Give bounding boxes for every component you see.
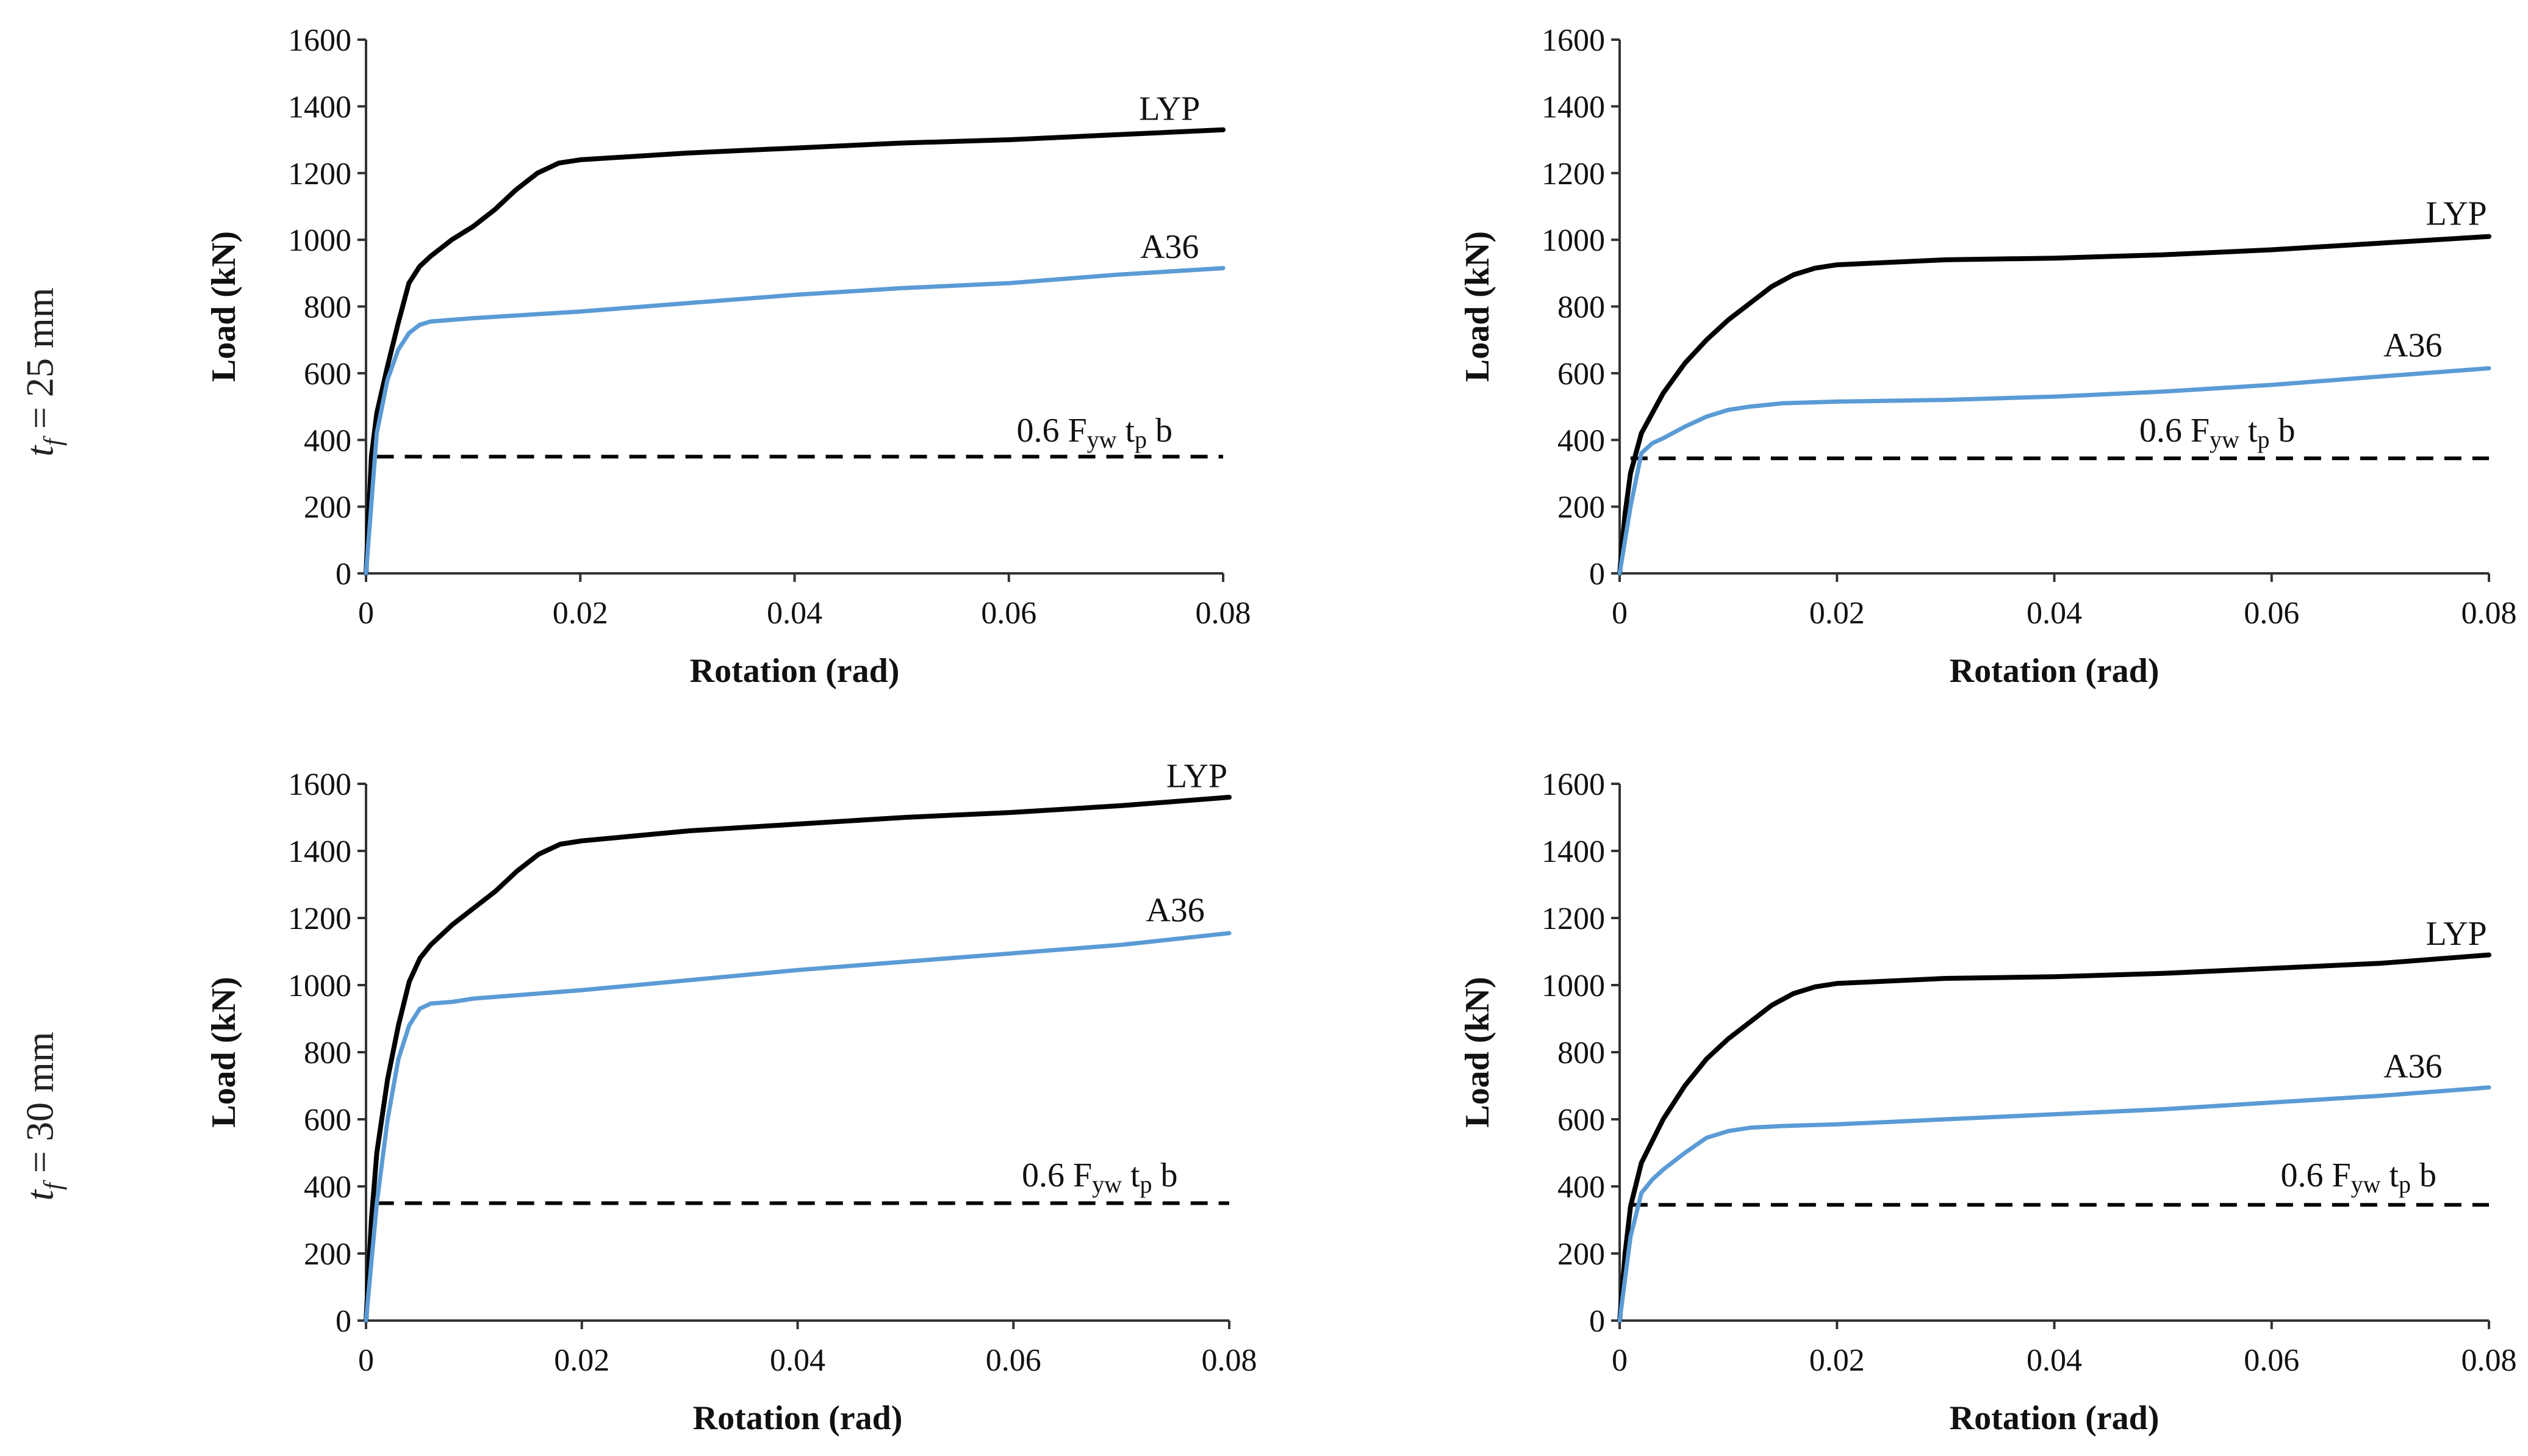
reference-label: 0.6 Fyw tp b [1022,1157,1178,1198]
series-label-a36: A36 [2383,1047,2442,1085]
y-tick-label: 1600 [288,23,351,58]
y-tick-label: 600 [1557,357,1605,392]
x-tick-label: 0.08 [1202,1343,1257,1378]
series-label-lyp: LYP [2426,915,2487,953]
y-tick-label: 600 [304,1103,351,1138]
x-tick-label: 0 [1612,1343,1628,1378]
chart-panel-bottom-right: 0 200 400 600 800 1000 1200 1400 1600 0 0.02 0.04 0.… [1459,767,2517,1437]
y-axis-title: Load (kN) [205,977,243,1127]
x-axis-title: Rotation (rad) [693,1399,903,1437]
y-tick-label: 200 [1557,1237,1605,1272]
y-axis-title: Load (kN) [1459,977,1496,1127]
y-tick-label: 400 [304,1170,351,1205]
x-tick-label: 0.02 [1809,1343,1865,1378]
y-tick-label: 800 [304,1036,351,1070]
chart-panel-top-left: 0 200 400 600 800 1000 1200 1400 1600 0 0.02 0.04 0.… [205,23,1251,690]
series-line-a36 [1617,1085,2491,1323]
y-tick-label: 600 [304,357,351,392]
series-line-a36 [364,931,1232,1323]
y-tick-label: 1200 [1542,902,1605,936]
series-line-lyp [1617,234,2491,576]
x-tick-label: 0.08 [2462,1343,2517,1378]
series-label-lyp: LYP [2426,195,2487,233]
series-label-lyp: LYP [1166,758,1227,795]
reference-label: 0.6 Fyw tp b [1016,412,1172,453]
y-tick-label: 1000 [288,969,351,1003]
series-label-lyp: LYP [1139,90,1200,127]
y-tick-label: 400 [304,423,351,458]
y-tick-label: 0 [336,1304,351,1339]
x-tick-label: 0 [358,596,374,631]
x-tick-label: 0.02 [553,596,608,631]
chart-panel-top-right: 0 200 400 600 800 1000 1200 1400 1600 0 0.02 0.04 0.… [1459,23,2517,690]
series-line-a36 [364,266,1226,576]
x-axis-title: Rotation (rad) [1950,652,2160,690]
y-tick-label: 1600 [1542,767,1605,802]
x-tick-label: 0.06 [981,596,1036,631]
y-tick-label: 200 [1557,490,1605,525]
y-tick-label: 1400 [1542,834,1605,869]
y-tick-label: 400 [1557,1170,1605,1205]
x-tick-label: 0.06 [2244,1343,2299,1378]
y-tick-label: 200 [304,1237,351,1272]
x-tick-label: 0.04 [2027,596,2082,631]
x-tick-label: 0.08 [2462,596,2517,631]
x-tick-label: 0.04 [767,596,822,631]
x-axis-title: Rotation (rad) [1950,1399,2160,1437]
x-tick-label: 0.06 [2244,596,2299,631]
x-tick-label: 0.08 [1196,596,1251,631]
chart-panel-bottom-left: 0 200 400 600 800 1000 1200 1400 1600 0 0.02 0.04 0.… [205,758,1257,1438]
y-tick-label: 1200 [288,902,351,936]
series-line-lyp [364,127,1226,576]
y-tick-label: 0 [1589,1304,1605,1339]
x-tick-label: 0.04 [2027,1343,2082,1378]
y-tick-label: 600 [1557,1103,1605,1138]
y-tick-label: 800 [1557,290,1605,325]
x-axis-title: Rotation (rad) [690,652,900,690]
reference-label: 0.6 Fyw tp b [2280,1157,2436,1198]
y-tick-label: 1000 [288,223,351,258]
y-tick-label: 1000 [1542,223,1605,258]
x-tick-label: 0 [1612,596,1628,631]
x-tick-label: 0.06 [986,1343,1041,1378]
y-axis-title: Load (kN) [205,231,243,382]
series-line-lyp [364,795,1232,1323]
y-tick-label: 400 [1557,423,1605,458]
x-tick-label: 0 [358,1343,374,1378]
x-tick-label: 0.04 [770,1343,825,1378]
series-line-a36 [1617,366,2491,576]
series-label-a36: A36 [1146,892,1204,930]
y-tick-label: 1400 [288,90,351,124]
y-tick-label: 1200 [1542,157,1605,192]
y-tick-label: 1000 [1542,969,1605,1003]
y-tick-label: 1200 [288,157,351,192]
y-tick-label: 200 [304,490,351,525]
y-tick-label: 1600 [288,767,351,802]
series-label-a36: A36 [1140,228,1199,266]
y-axis-title: Load (kN) [1459,231,1496,382]
series-line-lyp [1617,952,2491,1323]
y-tick-label: 1400 [1542,90,1605,124]
x-tick-label: 0.02 [554,1343,609,1378]
y-tick-label: 1400 [288,834,351,869]
y-tick-label: 0 [1589,557,1605,592]
x-tick-label: 0.02 [1809,596,1865,631]
y-tick-label: 800 [1557,1036,1605,1070]
series-label-a36: A36 [2383,327,2442,365]
reference-label: 0.6 Fyw tp b [2139,412,2296,453]
y-tick-label: 0 [336,557,351,592]
y-tick-label: 800 [304,290,351,325]
y-tick-label: 1600 [1542,23,1605,58]
